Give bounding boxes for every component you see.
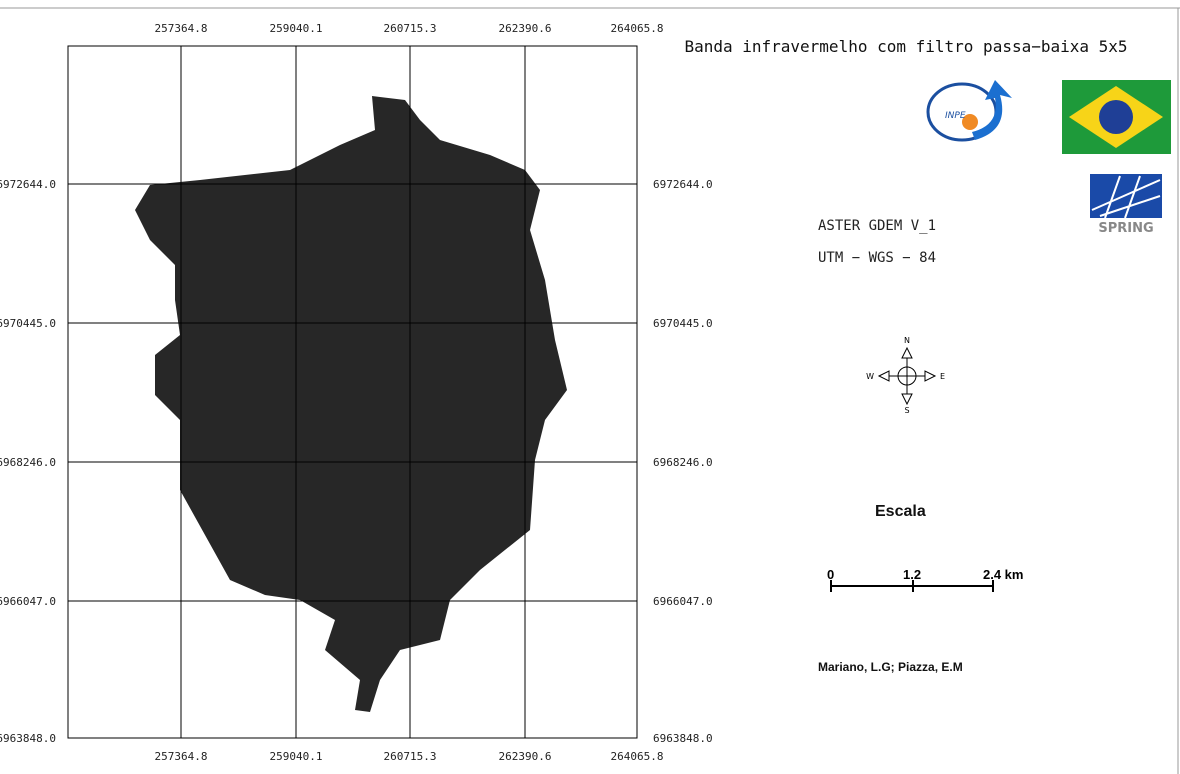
- y-coordinate-label: 6968246.0: [0, 456, 56, 469]
- brazil-flag: [1062, 80, 1171, 154]
- author: Mariano, L.G; Piazza, E.M: [818, 660, 963, 674]
- compass-s: S: [904, 406, 909, 415]
- grid: 257364.8 257364.8 259040.1 259040.1 260715.3…: [0, 22, 713, 763]
- compass-e: E: [940, 372, 945, 381]
- x-coordinate-label: 264065.8: [611, 750, 664, 763]
- y-coordinate-label: 6966047.0: [653, 595, 713, 608]
- x-coordinate-label: 257364.8: [155, 750, 208, 763]
- scale-tick-label: 2.4 km: [983, 567, 1023, 582]
- x-coordinate-label: 260715.3: [384, 750, 437, 763]
- y-coordinate-label: 6970445.0: [653, 317, 713, 330]
- y-coordinate-label: 6963848.0: [0, 732, 56, 745]
- info-line: ASTER GDEM V_1: [818, 218, 936, 234]
- spring-logo: SPRING: [1090, 174, 1162, 236]
- compass-n: N: [904, 336, 910, 345]
- x-coordinate-label: 259040.1: [270, 22, 323, 35]
- x-coordinate-label: 257364.8: [155, 22, 208, 35]
- y-coordinate-label: 6968246.0: [653, 456, 713, 469]
- y-coordinate-label: 6972644.0: [0, 178, 56, 191]
- scale-title: Escala: [875, 503, 926, 520]
- north-arrow: N S W E: [866, 336, 945, 415]
- x-coordinate-label: 262390.6: [499, 22, 552, 35]
- x-coordinate-label: 262390.6: [499, 750, 552, 763]
- y-coordinate-label: 6972644.0: [653, 178, 713, 191]
- inpe-text: INPE: [945, 111, 966, 121]
- x-coordinate-label: 264065.8: [611, 22, 664, 35]
- y-coordinate-label: 6963848.0: [653, 732, 713, 745]
- scale-tick-label: 1.2: [903, 567, 921, 582]
- y-coordinate-label: 6970445.0: [0, 317, 56, 330]
- scale-tick-label: 0: [827, 567, 834, 582]
- x-coordinate-label: 260715.3: [384, 22, 437, 35]
- compass-w: W: [866, 372, 874, 381]
- y-coordinate-label: 6966047.0: [0, 595, 56, 608]
- scale-bar: [830, 580, 994, 592]
- region-raster: [135, 96, 567, 712]
- info-line: UTM − WGS − 84: [818, 250, 936, 266]
- inpe-logo: INPE: [926, 80, 1012, 142]
- x-coordinate-label: 259040.1: [270, 750, 323, 763]
- spring-text: SPRING: [1098, 221, 1153, 236]
- map-frame: [67, 45, 638, 739]
- map-title: Banda infravermelho com filtro passa−bai…: [684, 37, 1127, 56]
